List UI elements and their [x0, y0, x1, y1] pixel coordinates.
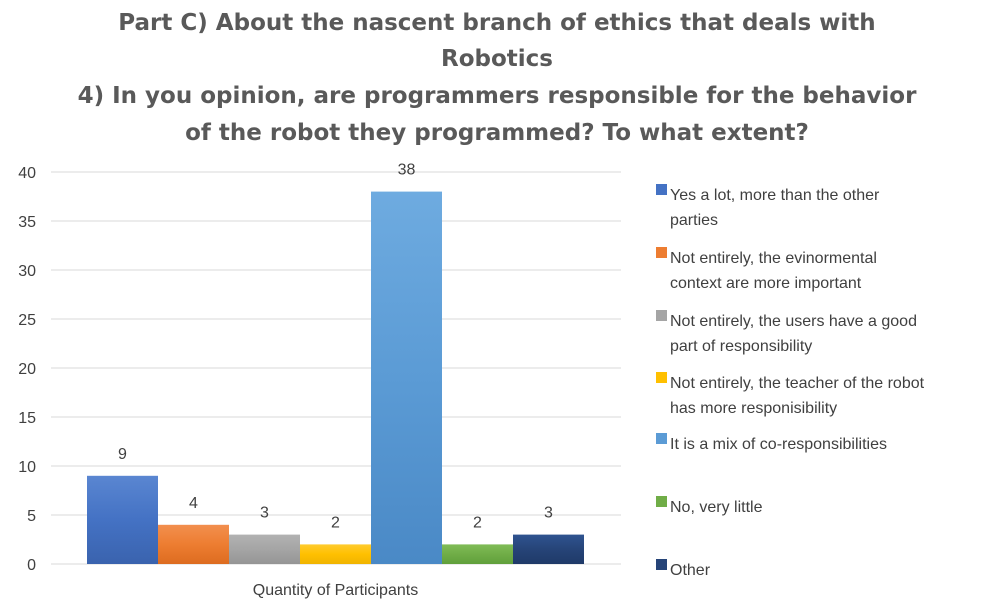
legend-label: It is a mix of co-responsibilities	[670, 436, 887, 453]
y-tick-label: 30	[18, 263, 36, 280]
legend-item: Not entirely, the teacher of the robot ha…	[656, 372, 925, 417]
legend-swatch	[656, 496, 667, 507]
bar	[87, 476, 158, 564]
legend-item: Not entirely, the users have a good part …	[656, 310, 917, 355]
legend-label: context are more important	[670, 275, 862, 292]
bar-data-label: 38	[398, 162, 416, 179]
y-tick-label: 5	[27, 508, 36, 525]
bar	[442, 544, 513, 564]
legend-item: It is a mix of co-responsibilities	[656, 433, 887, 453]
legend-label: Other	[670, 562, 711, 579]
legend-label: Not entirely, the evinormental	[670, 250, 877, 267]
legend-label: has more responisibility	[670, 400, 837, 417]
y-tick-label: 15	[18, 410, 36, 427]
legend-swatch	[656, 184, 667, 195]
bar-data-label: 9	[118, 446, 127, 463]
legend-swatch	[656, 559, 667, 570]
legend-swatch	[656, 247, 667, 258]
legend-label: parties	[670, 212, 718, 229]
legend-swatch	[656, 433, 667, 444]
bar	[371, 192, 442, 564]
y-tick-label: 10	[18, 459, 36, 476]
legend-label: part of responsibility	[670, 338, 812, 355]
legend-label: Not entirely, the teacher of the robot	[670, 375, 925, 392]
legend-swatch	[656, 372, 667, 383]
legend-label: No, very little	[670, 499, 763, 516]
chart-title-line: Robotics	[441, 46, 553, 72]
legend-label: Yes a lot, more than the other	[670, 187, 880, 204]
bar-data-label: 3	[260, 505, 269, 522]
y-axis-tick-labels: 0 5 10 15 20 25 30 35 40	[18, 165, 36, 574]
y-tick-label: 40	[18, 165, 36, 182]
bar-data-label: 2	[331, 514, 340, 531]
bar-data-label: 4	[189, 495, 198, 512]
legend-item: Other	[656, 559, 711, 579]
bar-data-label: 3	[544, 505, 553, 522]
y-tick-label: 35	[18, 214, 36, 231]
chart-title-line: 4) In you opinion, are programmers respo…	[78, 83, 918, 109]
bar	[300, 544, 371, 564]
bar-data-label: 2	[473, 514, 482, 531]
bar	[229, 535, 300, 564]
bar	[513, 535, 584, 564]
legend-item: No, very little	[656, 496, 763, 516]
bars	[87, 192, 584, 564]
legend-item: Not entirely, the evinormental context ar…	[656, 247, 877, 292]
y-tick-label: 0	[27, 557, 36, 574]
data-labels: 9 4 3 2 38 2 3	[118, 162, 553, 532]
legend-swatch	[656, 310, 667, 321]
x-axis-category-labels: Quantity of Participants	[253, 582, 418, 599]
legend-label: Not entirely, the users have a good	[670, 313, 917, 330]
y-tick-label: 25	[18, 312, 36, 329]
legend-item: Yes a lot, more than the other parties	[656, 184, 880, 229]
bar	[158, 525, 229, 564]
legend: Yes a lot, more than the other parties Not…	[656, 184, 925, 579]
chart-title-line: Part C) About the nascent branch of ethi…	[118, 10, 875, 36]
y-tick-label: 20	[18, 361, 36, 378]
chart-title: Part C) About the nascent branch of ethi…	[78, 10, 918, 146]
chart-title-line: of the robot they programmed? To what ex…	[185, 120, 809, 146]
x-category-label: Quantity of Participants	[253, 582, 418, 599]
